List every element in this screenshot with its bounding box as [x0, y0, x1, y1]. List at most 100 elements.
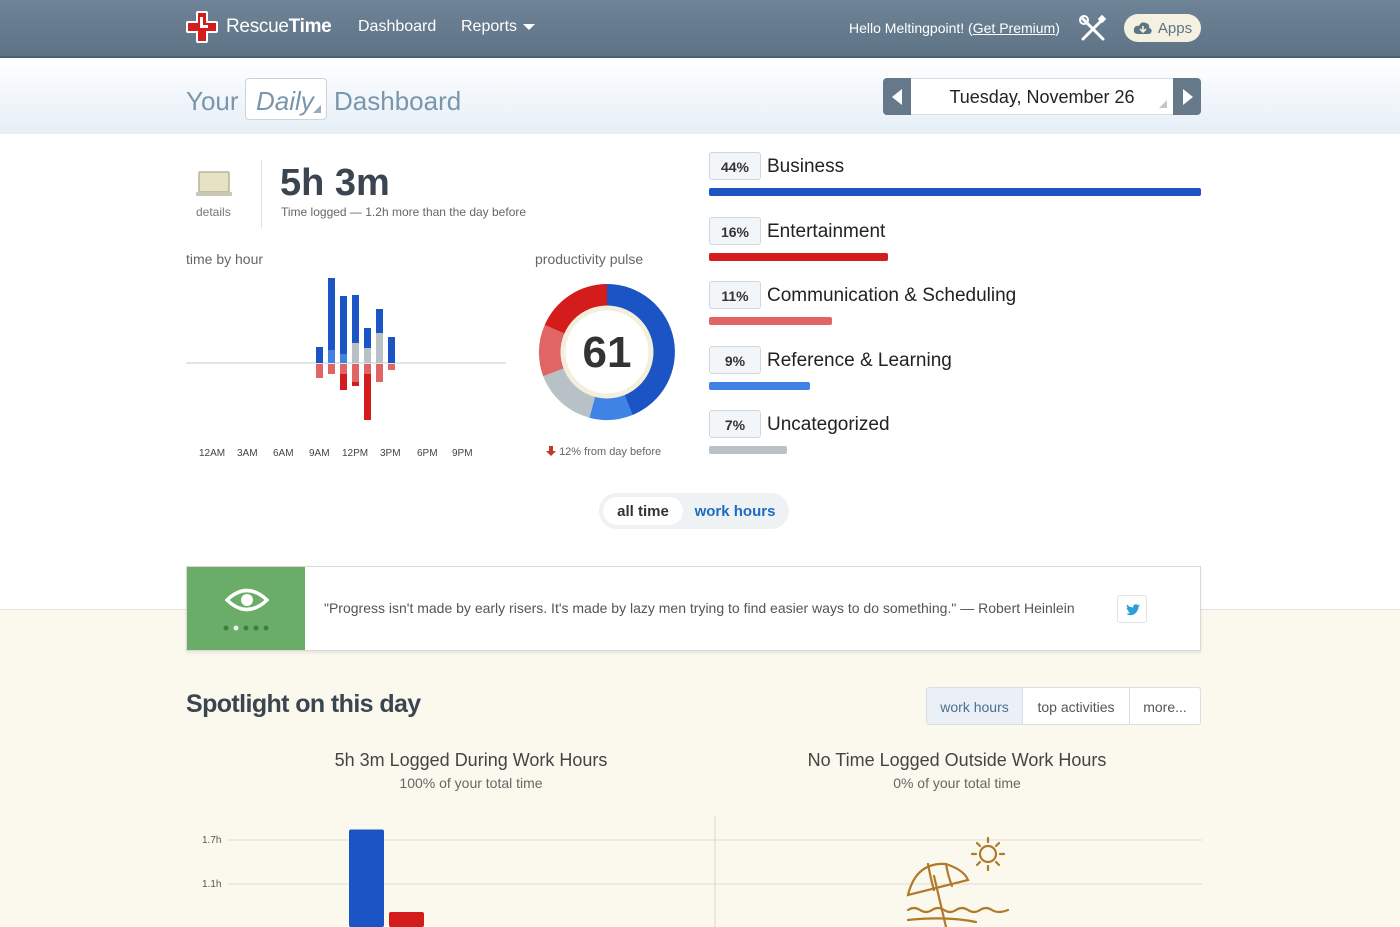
- hour-bar: [376, 364, 383, 382]
- pulse-segment: [538, 325, 566, 377]
- previous-day-button[interactable]: [883, 78, 911, 115]
- y-tick: 1.7h: [202, 835, 221, 846]
- apps-label: Apps: [1157, 19, 1193, 37]
- category-name: Uncategorized: [767, 414, 890, 435]
- logo-word-time: Time: [288, 16, 332, 37]
- pulse-segment: [544, 284, 607, 335]
- arrow-down-icon: [546, 446, 556, 456]
- category-name: Communication & Scheduling: [767, 285, 1017, 306]
- date-navigator: Tuesday, November 26: [883, 78, 1201, 115]
- apps-button[interactable]: Apps: [1124, 14, 1201, 42]
- arrow-left-icon: [892, 89, 902, 105]
- spotlight-section: [0, 609, 1400, 927]
- productivity-pulse-donut[interactable]: 61: [537, 282, 677, 422]
- spotlight-bar: [389, 912, 424, 927]
- hour-bar: [340, 354, 347, 363]
- hour-bar: [316, 364, 323, 378]
- outside-hours-subtitle: 0% of your total time: [893, 775, 1021, 791]
- toggle-work-hours[interactable]: work hours: [694, 503, 776, 520]
- quote-text: "Progress isn't made by early risers. It…: [324, 600, 1075, 616]
- hour-bar: [352, 382, 359, 386]
- dropdown-corner-icon: [313, 105, 321, 113]
- pulse-segment: [607, 284, 675, 415]
- dropdown-corner-icon: [1159, 100, 1167, 108]
- work-hours-subtitle: 100% of your total time: [399, 775, 543, 791]
- current-date: Tuesday, November 26: [949, 87, 1135, 107]
- hour-bar: [328, 278, 335, 350]
- hour-bar: [316, 347, 323, 363]
- carousel-dots[interactable]: [222, 625, 272, 631]
- hour-tick: 9PM: [452, 448, 473, 459]
- hour-tick: 3PM: [380, 448, 401, 459]
- pulse-inner-ring: [560, 305, 654, 399]
- pulse-center: [563, 308, 651, 396]
- nav-dashboard[interactable]: Dashboard: [358, 18, 437, 35]
- hour-tick: 12AM: [199, 448, 225, 459]
- category-percent: 7%: [709, 410, 761, 438]
- hour-bar: [388, 337, 395, 363]
- time-logged-subtitle: Time logged — 1.2h more than the day bef…: [281, 205, 527, 219]
- pulse-change-note: 12% from day before: [546, 446, 661, 458]
- hour-bar: [328, 350, 335, 363]
- hour-bar: [364, 364, 371, 374]
- work-hours-title: 5h 3m Logged During Work Hours: [334, 750, 608, 770]
- hour-bar: [364, 374, 371, 420]
- eye-icon: [225, 588, 269, 612]
- pulse-segment: [543, 368, 596, 418]
- hour-bar: [352, 343, 359, 363]
- tab-work-hours[interactable]: work hours: [926, 687, 1023, 725]
- spotlight-title: Spotlight on this day: [186, 690, 421, 718]
- title-suffix: Dashboard: [334, 86, 462, 116]
- category-percent: 11%: [709, 281, 761, 309]
- twitter-icon: [1126, 604, 1140, 616]
- hour-tick: 12PM: [342, 448, 368, 459]
- greeting: Hello Meltingpoint! (Get Premium): [849, 20, 1060, 36]
- chevron-down-icon: [523, 23, 536, 30]
- hour-bar: [328, 364, 335, 374]
- category-bar: [709, 252, 888, 261]
- hour-tick: 6AM: [273, 448, 294, 459]
- hour-bar: [388, 364, 395, 370]
- laptop-icon[interactable]: [196, 171, 232, 199]
- category-name: Entertainment: [767, 220, 886, 242]
- period-selector[interactable]: Daily: [245, 78, 327, 120]
- get-premium-link[interactable]: Get Premium: [972, 20, 1056, 36]
- hour-bar: [376, 333, 383, 363]
- pulse-segment: [589, 393, 633, 420]
- hour-tick: 3AM: [237, 448, 258, 459]
- rescuetime-logo[interactable]: RescueTime: [186, 11, 332, 43]
- logo-wordmark: RescueTime: [226, 16, 332, 38]
- hour-axis: 12AM 3AM 6AM 9AM 12PM 3PM 6PM 9PM: [199, 448, 473, 459]
- productivity-pulse-label: productivity pulse: [535, 251, 644, 267]
- pulse-score: 61: [583, 328, 632, 377]
- toggle-all-time[interactable]: all time: [603, 497, 683, 525]
- hour-bar: [376, 309, 383, 333]
- details-link[interactable]: details: [196, 205, 231, 219]
- greeting-end: ): [1055, 20, 1060, 36]
- spotlight-bar: [349, 829, 384, 927]
- hour-bar: [352, 295, 359, 343]
- tools-icon[interactable]: [1079, 15, 1107, 43]
- top-nav-bar: RescueTime Dashboard Reports Hello Melti…: [0, 0, 1400, 58]
- category-name: Reference & Learning: [767, 349, 952, 371]
- hour-tick: 6PM: [417, 448, 438, 459]
- beach-umbrella-icon: [906, 836, 1010, 927]
- hour-bar: [364, 328, 371, 348]
- category-bar: [709, 317, 832, 325]
- hour-bar: [340, 374, 347, 390]
- date-picker[interactable]: Tuesday, November 26: [911, 78, 1173, 115]
- time-by-hour-chart[interactable]: 12AM 3AM 6AM 9AM 12PM 3PM 6PM 9PM: [186, 270, 506, 465]
- nav-reports[interactable]: Reports: [461, 18, 536, 36]
- divider: [261, 160, 262, 228]
- total-time-logged: 5h 3m: [280, 162, 390, 204]
- period-value: Daily: [256, 86, 314, 116]
- tweet-button[interactable]: [1117, 595, 1147, 623]
- category-percent: 44%: [709, 152, 761, 180]
- next-day-button[interactable]: [1173, 78, 1201, 115]
- quote-banner: [187, 567, 305, 650]
- hour-bar: [364, 348, 371, 363]
- tab-more[interactable]: more...: [1129, 687, 1201, 725]
- pulse-change-text: 12% from day before: [559, 446, 662, 458]
- tab-top-activities[interactable]: top activities: [1022, 687, 1130, 725]
- category-bar: [709, 446, 787, 454]
